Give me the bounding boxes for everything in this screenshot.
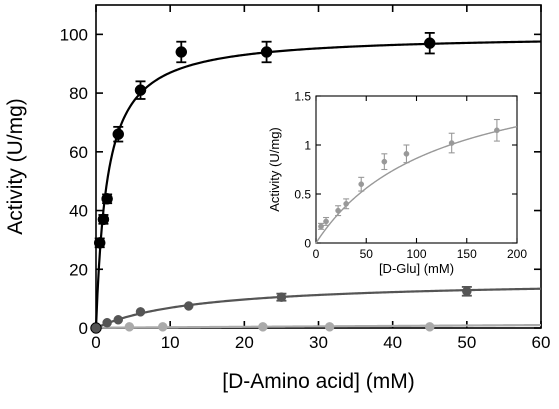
inset-chart: 0 50 100 150 200 0 0.5 1 1.5 [D-Glu] (mM) Activity…: [267, 89, 527, 276]
data-point-series-1: [335, 207, 341, 214]
data-point-series-1: [93, 237, 106, 249]
fit-curve-series-3: [95, 323, 542, 329]
data-point-series-2: [462, 286, 472, 297]
x-tick-label: 40: [383, 333, 402, 352]
y-tick-label: 20: [69, 260, 88, 279]
fit-curve-series-1: [94, 40, 542, 329]
data-point-series-1: [318, 223, 324, 230]
plot-frame: [315, 95, 518, 244]
data-point-series-1: [97, 213, 110, 226]
y-tick-label: 1: [304, 138, 311, 152]
data-point-series-1: [112, 128, 124, 140]
y-tick-label: 80: [69, 84, 88, 103]
x-tick-label: 0: [91, 333, 100, 352]
data-point-series-1: [101, 193, 113, 205]
x-tick-label: 20: [235, 333, 254, 352]
data-point-series-2: [276, 292, 287, 302]
data-point-series-3: [258, 322, 268, 332]
data-point-series-3: [425, 322, 435, 332]
data-point-series-2: [91, 323, 101, 333]
y-tick-label: 0: [79, 319, 88, 338]
y-tick-label: 100: [60, 25, 88, 44]
data-point-series-1: [343, 200, 349, 207]
data-point-series-1: [403, 150, 410, 157]
fit-curve-series-1: [315, 125, 518, 244]
data-point-series-1: [424, 37, 436, 49]
x-tick-label: 200: [507, 247, 527, 261]
x-tick-label: 0: [313, 247, 320, 261]
x-tick-label: 100: [406, 247, 426, 261]
x-tick-label: 60: [532, 333, 551, 352]
data-point-series-1: [175, 46, 188, 58]
y-tick-label: 0.5: [294, 187, 311, 201]
data-point-series-3: [158, 322, 168, 332]
data-point-series-3: [124, 322, 135, 332]
data-point-series-1: [358, 181, 365, 188]
data-point-series-1: [134, 84, 147, 96]
data-point-series-2: [183, 301, 194, 311]
data-point-series-1: [381, 158, 388, 165]
data-point-series-1: [448, 140, 455, 146]
x-tick-label: 10: [161, 333, 180, 352]
x-tick-label: 150: [457, 247, 477, 261]
x-tick-label: 50: [457, 333, 476, 352]
data-point-series-1: [323, 218, 329, 225]
x-tick-label: 30: [309, 333, 328, 352]
data-point-series-2: [102, 317, 112, 328]
data-point-series-1: [494, 127, 500, 134]
data-point-series-3: [324, 322, 335, 332]
data-point-series-1: [260, 46, 273, 58]
data-point-series-2: [113, 315, 123, 325]
data-point-series-2: [135, 307, 146, 317]
y-tick-label: 60: [69, 143, 88, 162]
y-tick-label: 40: [69, 202, 88, 221]
y-tick-label: 1.5: [294, 89, 311, 103]
y-axis-label: Activity (U/mg): [4, 98, 27, 235]
x-axis-label: [D-Amino acid] (mM): [222, 370, 415, 393]
y-tick-label: 0: [304, 236, 311, 250]
y-axis-label: Activity (U/mg): [267, 127, 282, 212]
x-axis-label: [D-Glu] (mM): [379, 261, 454, 276]
x-tick-label: 50: [360, 247, 374, 261]
